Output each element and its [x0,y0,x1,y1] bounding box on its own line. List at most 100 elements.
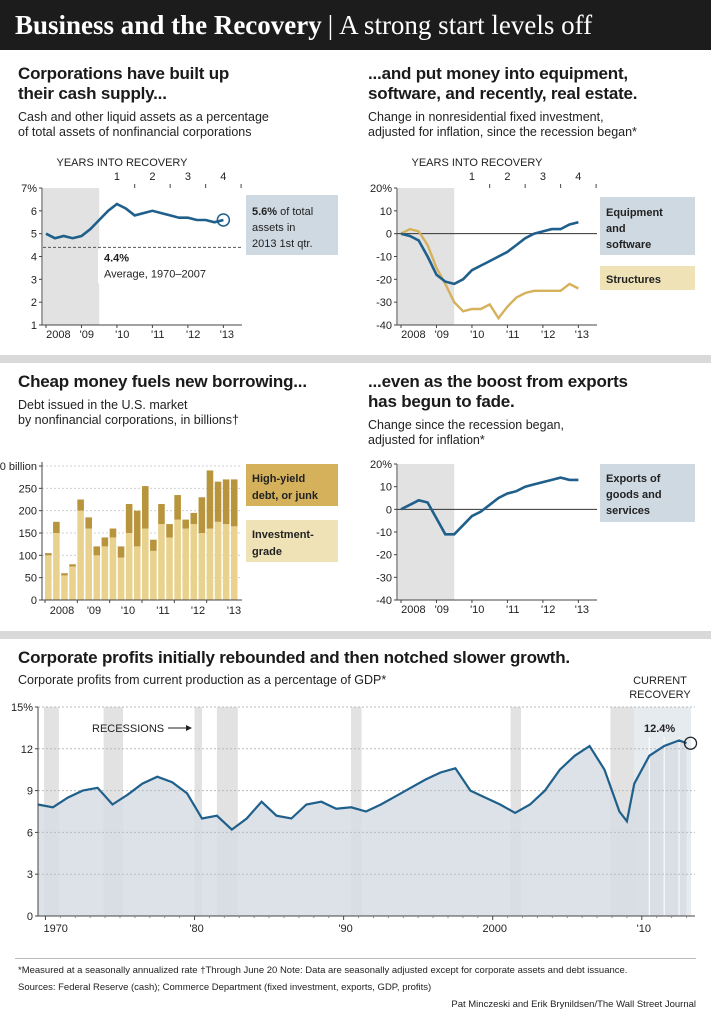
y-tick-label: -10 [376,527,392,539]
bar-high-yield [93,546,101,556]
y-tick-label: 0 [31,595,37,607]
bar-investment-grade [69,566,76,600]
exports-title: ...even as the boost from exports has beg… [368,372,628,411]
exports-label-2: goods and [606,489,662,501]
recession-shade [398,188,455,325]
bar-high-yield [150,539,157,551]
years-into-recovery-label: YEARS INTO RECOVERY [411,157,543,169]
divider-1 [0,355,711,363]
recovery-year-label: 4 [220,171,226,183]
y-tick-label: 50 [25,573,37,585]
x-tick-label: '12 [191,605,205,617]
banner-separator: | [327,10,334,40]
footer-sources: Sources: Federal Reserve (cash); Commerc… [18,982,432,993]
callout-box [246,195,338,255]
bar-high-yield [182,519,189,529]
banner: Business and the Recovery | A strong start… [0,0,711,50]
bar-high-yield [101,537,109,547]
y-tick-label: -30 [376,572,392,584]
recovery-year-label: 2 [149,171,155,183]
callout-text-1: 5.6% of total [252,206,313,218]
y-tick-label: -30 [376,297,392,309]
bar-high-yield [69,564,76,567]
x-tick-label: 2008 [401,329,425,341]
y-tick-label: 9 [27,786,33,798]
x-tick-label: '12 [186,329,200,341]
bar-investment-grade [206,528,214,600]
bar-high-yield [77,499,84,511]
bar-high-yield [206,470,214,529]
exports-label-3: services [606,505,650,517]
investment-grade-label-2: grade [252,546,282,558]
equipment-label-3: software [606,239,651,251]
exports-label-1: Exports of [606,473,661,485]
x-tick-label: 1970 [43,923,67,935]
exports-label-box [600,464,695,522]
endpoint-circle [683,736,698,750]
y-tick-label: 0 [386,229,392,241]
y-tick-label: 150 [19,528,37,540]
cash-panel-heading: Corporations have built up their cash sup… [18,64,348,140]
banner-title: Business and the Recovery [15,10,322,40]
cash-chart: 7% 6 5 4 3 2 1 2008 '09 '10 '11 '12 '13 YEARS INTO RE… [21,157,338,341]
x-tick-label: 2008 [50,605,74,617]
bar-high-yield [198,497,206,533]
y-tick-label: 3 [31,274,37,286]
investment-grade-label-box [246,520,338,562]
cash-title: Corporations have built up their cash sup… [18,64,230,103]
y-tick-label: 12 [21,744,33,756]
bar-high-yield [222,479,230,525]
average-value: 4.4% [104,252,129,264]
callout-text-2: assets in [252,222,295,234]
bar-investment-grade [125,533,133,600]
high-yield-label-2: debt, or junk [252,490,319,502]
bar-investment-grade [174,519,181,600]
x-tick-label: 2000 [482,923,506,935]
y-tick-label: 15% [11,702,33,714]
bar-high-yield [230,479,238,527]
exports-panel-heading: ...even as the boost from exports has beg… [368,372,708,448]
x-tick-label: '11 [506,604,520,616]
current-value-label: 12.4% [644,723,675,735]
bar-high-yield [45,553,52,556]
footer-rule [15,958,696,959]
footer-note: *Measured at a seasonally annualized rat… [18,965,628,976]
bar-high-yield [142,486,149,529]
x-tick-label: '11 [156,605,170,617]
x-tick-label: 2008 [46,329,70,341]
bar-high-yield [133,510,141,547]
recovery-year-label: 3 [540,171,546,183]
cash-series-line [45,202,224,240]
invest-subtitle: Change in nonresidential fixed investmen… [368,110,637,139]
bar-high-yield [158,503,165,525]
bar-high-yield [174,495,181,520]
bar-high-yield [61,573,68,576]
y-tick-label: 10 [380,482,392,494]
bar-investment-grade [93,555,101,600]
callout-text-3: 2013 1st qtr. [252,238,313,250]
x-tick-label: '12 [541,329,555,341]
x-tick-label: '09 [80,329,94,341]
investment-grade-label-1: Investment- [252,529,314,541]
bar-high-yield [125,503,133,533]
bar-investment-grade [230,526,238,600]
exports-series-line [400,476,579,536]
y-tick-label: 3 [27,869,33,881]
high-yield-label-1: High-yield [252,473,305,485]
y-tick-label: 2 [31,297,37,309]
endpoint-circle [216,213,231,227]
x-tick-label: '09 [87,605,101,617]
divider-2 [0,631,711,639]
x-tick-label: '13 [220,329,234,341]
average-label: Average, 1970–2007 [104,268,206,280]
profits-panel-heading: Corporate profits initially rebounded an… [18,648,698,688]
structures-series-line [400,227,579,321]
bar-high-yield [166,524,173,538]
x-tick-label: 2008 [401,604,425,616]
bar-investment-grade [45,555,52,600]
recovery-year-label: 1 [469,171,475,183]
y-tick-label: 6 [27,827,33,839]
equipment-series-line [400,221,579,286]
y-tick-label: 0 [386,504,392,516]
y-tick-label: 250 [19,483,37,495]
